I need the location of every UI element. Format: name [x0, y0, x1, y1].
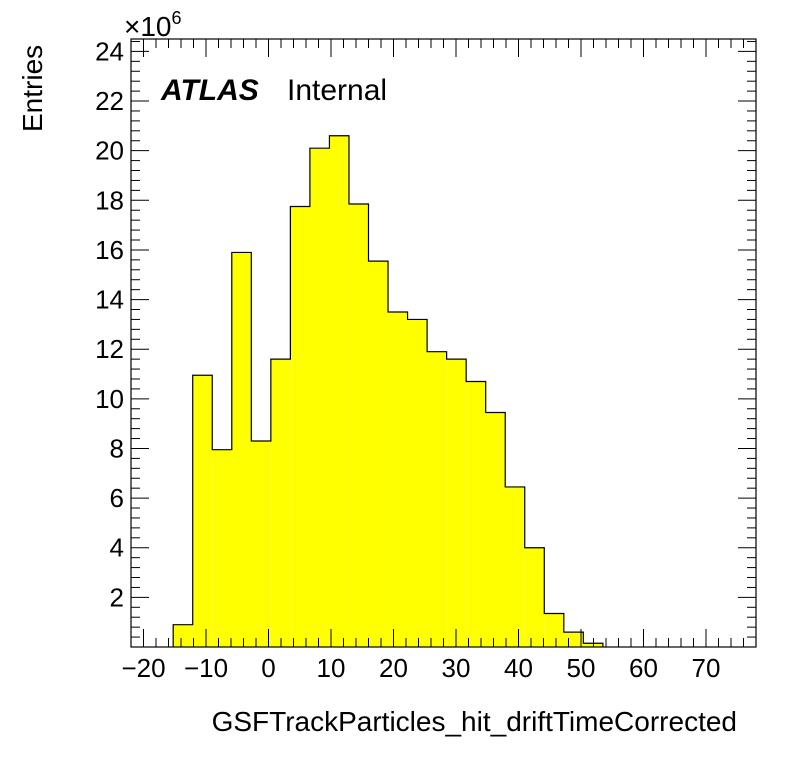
histogram-outline: [172, 135, 604, 647]
histogram-bin: [290, 206, 310, 648]
histogram-bin: [388, 311, 408, 647]
histogram-bin: [505, 486, 525, 647]
x-tick-label: 60: [629, 653, 658, 683]
histogram-bin: [231, 252, 252, 647]
histogram-bin: [446, 359, 467, 647]
y-axis-title: Entries: [17, 45, 48, 132]
histogram-bin: [251, 441, 271, 647]
x-tick-label: 10: [317, 653, 346, 683]
x-tick-label: −10: [184, 653, 228, 683]
y-tick-label: 12: [95, 334, 124, 364]
x-tick-label: 50: [567, 653, 596, 683]
x-axis-title: GSFTrackParticles_hit_driftTimeCorrected: [212, 706, 737, 737]
y-tick-label: 10: [95, 384, 124, 414]
atlas-label: ATLAS: [160, 74, 259, 107]
histogram-bin: [466, 381, 486, 647]
y-tick-label: 24: [95, 36, 124, 66]
histogram-bin: [407, 319, 428, 647]
y-multiplier-label: ×106: [124, 8, 182, 42]
x-tick-label: 20: [379, 653, 408, 683]
y-tick-label: 22: [95, 86, 124, 116]
histogram-bin: [212, 449, 232, 647]
histogram-bin: [192, 375, 213, 647]
histogram-bin: [485, 412, 506, 647]
histogram-bin: [348, 204, 369, 647]
y-tick-label: 4: [110, 533, 124, 563]
x-tick-labels: −20 −10 0 10 20 30 40 50 60 70: [121, 653, 720, 683]
axis-ticks: [130, 39, 757, 648]
plot-frame: [130, 38, 757, 648]
histogram-bin: [173, 624, 193, 647]
y-tick-label: 6: [110, 483, 124, 513]
histogram-bars: [172, 135, 604, 648]
y-tick-label: 14: [95, 285, 124, 315]
y-tick-label: 20: [95, 136, 124, 166]
histogram-bin: [368, 261, 389, 647]
x-tick-label: 30: [442, 653, 471, 683]
y-tick-label: 16: [95, 235, 124, 265]
x-tick-label: 70: [692, 653, 721, 683]
histogram-bin: [329, 135, 349, 647]
x-tick-label: 0: [261, 653, 275, 683]
histogram-bin: [270, 359, 291, 647]
y-tick-label: 8: [110, 433, 124, 463]
histogram-bin: [544, 613, 564, 647]
histogram-bin: [309, 148, 330, 647]
x-tick-label: 40: [504, 653, 533, 683]
histogram-bin: [563, 632, 584, 647]
histogram-bin: [524, 547, 545, 647]
internal-label: Internal: [287, 74, 387, 107]
y-tick-label: 18: [95, 185, 124, 215]
histogram-bin: [427, 351, 447, 647]
y-tick-label: 2: [110, 582, 124, 612]
x-tick-label: −20: [121, 653, 165, 683]
